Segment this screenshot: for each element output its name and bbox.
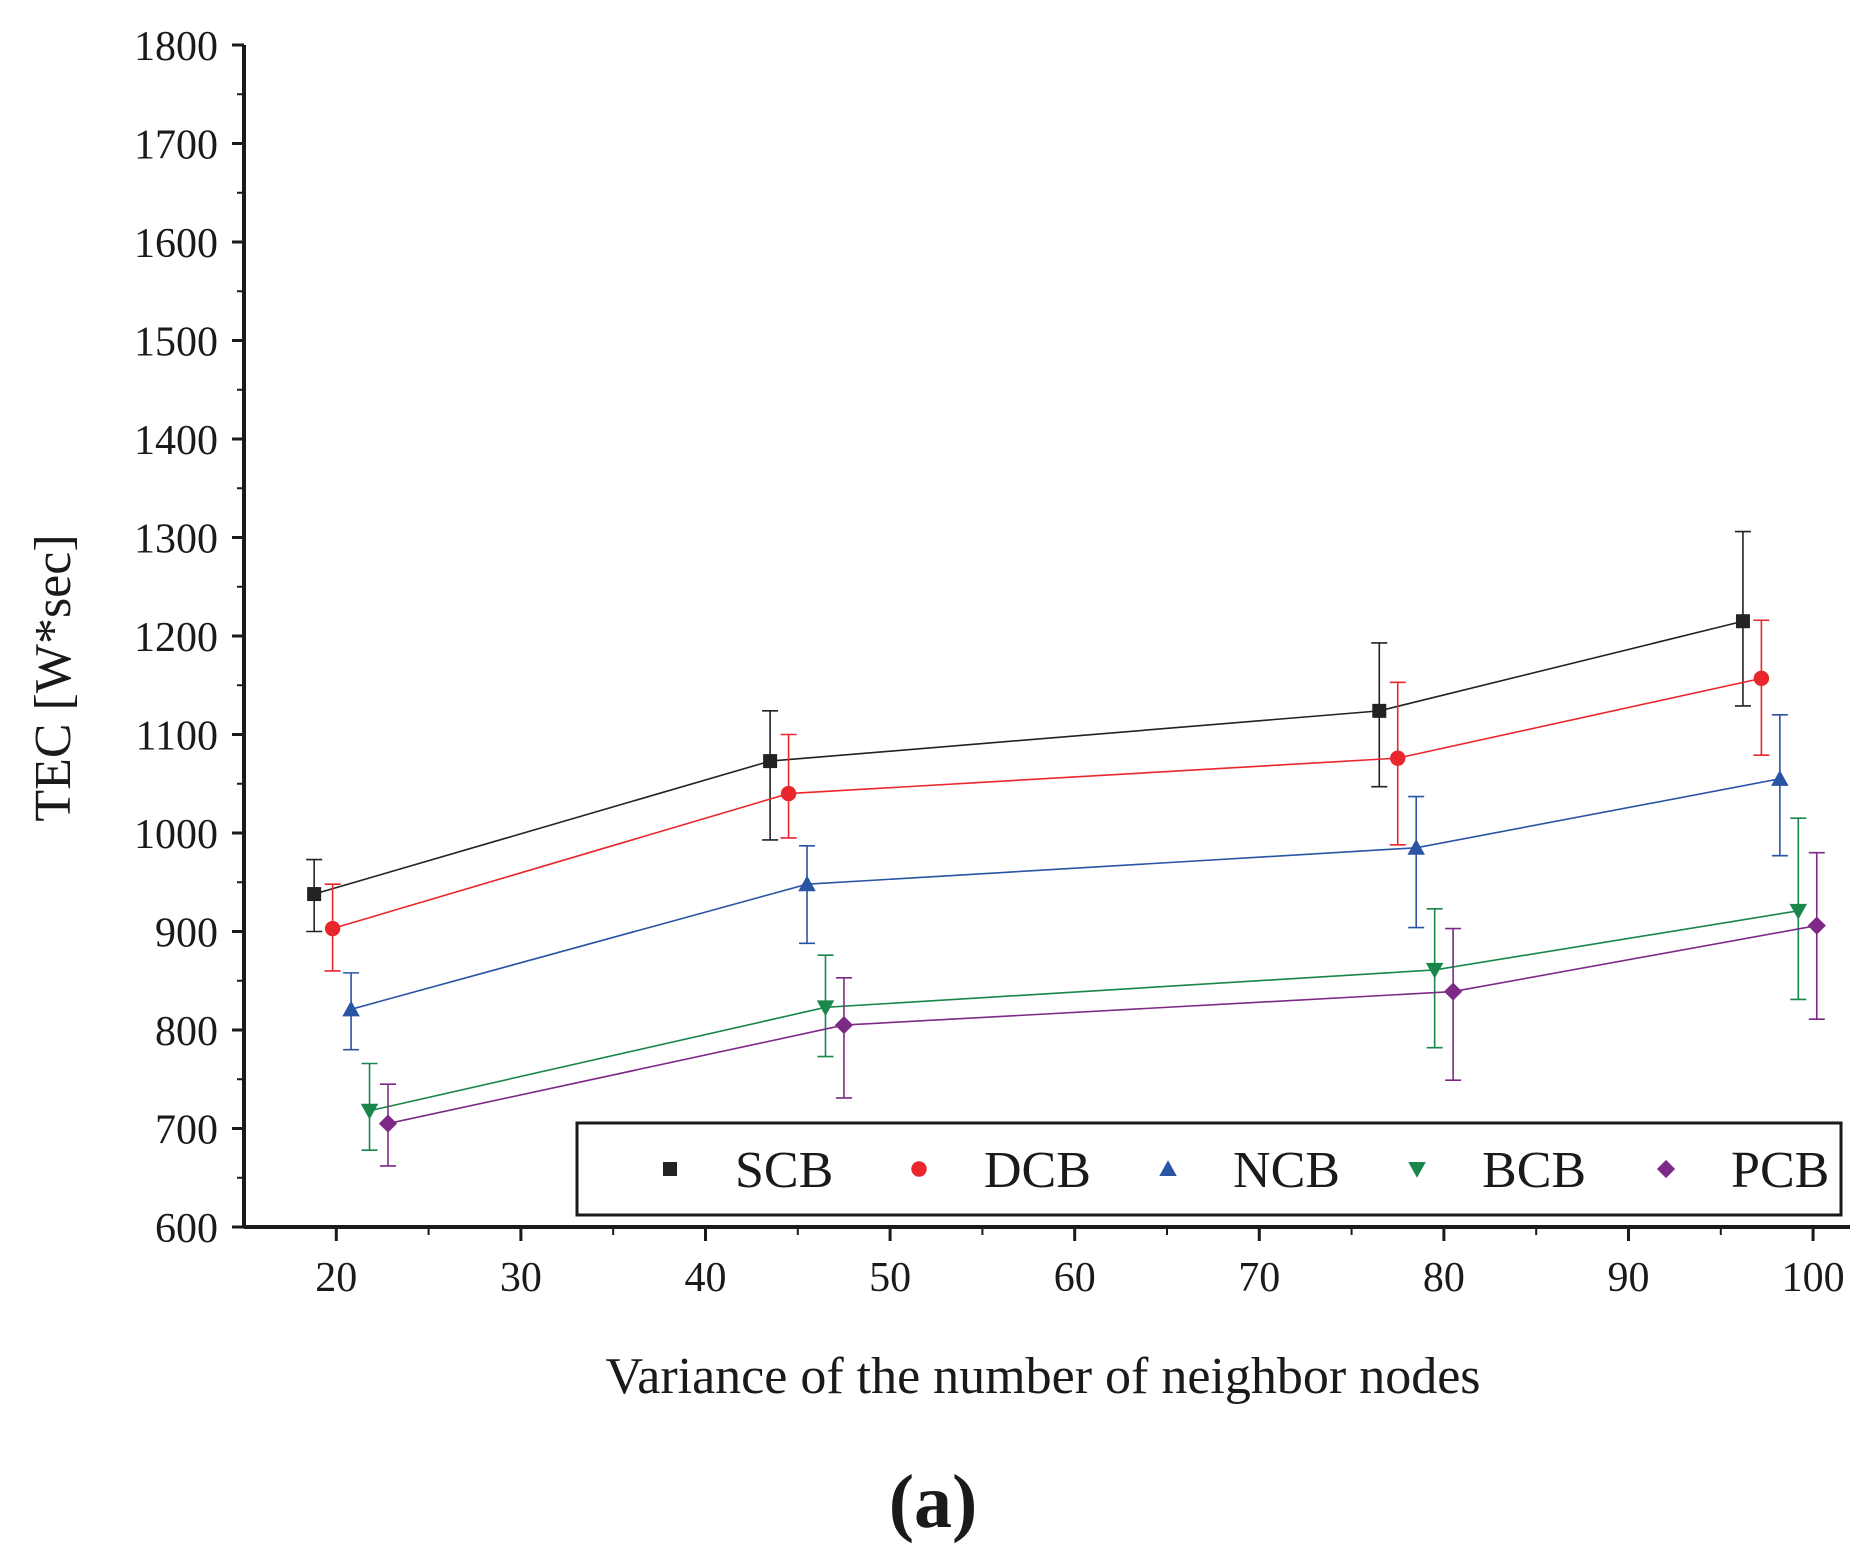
x-axis-title: Variance of the number of neighbor nodes — [605, 1348, 1480, 1405]
x-tick-label: 60 — [1054, 1255, 1096, 1301]
data-point-bcb — [816, 1000, 835, 1017]
data-point-scb — [1372, 703, 1387, 718]
y-tick-label: 1600 — [134, 221, 218, 267]
axes-layer: 600 700 800 900 1000 1100 1200 1300 1400 1500 1600… — [134, 24, 1850, 1301]
x-tick-label: 40 — [684, 1255, 726, 1301]
y-tick-label: 600 — [155, 1206, 218, 1252]
x-tick-label: 50 — [869, 1255, 911, 1301]
x-tick-label: 30 — [500, 1255, 542, 1301]
data-point-ncb — [1407, 839, 1425, 855]
legend-marker-dcb — [911, 1161, 927, 1177]
data-point-ncb — [798, 875, 816, 892]
x-tick-label: 100 — [1782, 1255, 1845, 1301]
series-line-scb — [313, 620, 1744, 895]
y-tick-label: 1000 — [134, 812, 218, 858]
data-point-bcb — [360, 1103, 379, 1120]
data-point-pcb — [1444, 982, 1463, 1001]
data-point-bcb — [1789, 903, 1808, 920]
data-point-pcb — [378, 1114, 398, 1133]
data-point-dcb — [1390, 750, 1406, 766]
x-tick-label: 80 — [1423, 1255, 1465, 1301]
series-line-ncb — [350, 778, 1781, 1011]
data-point-ncb — [1771, 770, 1789, 786]
data-point-ncb — [342, 1000, 360, 1017]
legend-label-dcb: DCB — [984, 1142, 1091, 1199]
series-dcb — [324, 619, 1770, 972]
series-bcb — [360, 817, 1808, 1151]
data-point-pcb — [1807, 916, 1826, 935]
y-tick-label: 1700 — [134, 123, 218, 169]
legend: SCB DCB NCB BCB PCB — [575, 1121, 1843, 1217]
data-point-scb — [307, 887, 322, 902]
legend-label-bcb: BCB — [1482, 1142, 1586, 1199]
legend-label-scb: SCB — [735, 1142, 833, 1199]
y-tick-label: 900 — [155, 911, 218, 957]
series-line-pcb — [387, 924, 1817, 1125]
y-tick-label: 1500 — [134, 320, 218, 366]
y-axis-title: TEC [W*sec] — [25, 534, 82, 821]
y-tick-label: 1400 — [134, 418, 218, 464]
data-point-dcb — [780, 785, 797, 802]
legend-marker-scb — [663, 1162, 677, 1176]
data-point-dcb — [1753, 670, 1770, 687]
data-point-scb — [763, 754, 778, 769]
y-tick-label: 800 — [155, 1009, 218, 1055]
legend-label-ncb: NCB — [1233, 1142, 1340, 1199]
legend-marker-bcb — [1408, 1162, 1426, 1178]
y-tick-label: 1100 — [136, 714, 218, 760]
legend-label-pcb: PCB — [1731, 1142, 1829, 1199]
x-tick-label: 90 — [1607, 1255, 1649, 1301]
series-line-bcb — [369, 910, 1799, 1112]
series-layer — [306, 530, 1826, 1167]
series-line-dcb — [332, 677, 1762, 930]
y-tick-label: 1300 — [134, 517, 218, 563]
series-pcb — [378, 851, 1826, 1167]
data-point-bcb — [1425, 962, 1444, 979]
legend-box — [575, 1121, 1843, 1217]
legend-marker-ncb — [1159, 1160, 1177, 1176]
panel-label: (a) — [889, 1460, 978, 1544]
data-point-pcb — [834, 1015, 854, 1035]
data-point-scb — [1735, 614, 1750, 629]
y-tick-label: 1200 — [134, 615, 218, 661]
series-scb — [306, 530, 1751, 933]
x-tick-label: 70 — [1238, 1255, 1280, 1301]
legend-marker-pcb — [1656, 1159, 1676, 1179]
y-tick-label: 1800 — [134, 24, 218, 70]
y-tick-label: 700 — [155, 1108, 218, 1154]
x-tick-label: 20 — [315, 1255, 357, 1301]
data-point-dcb — [324, 920, 341, 937]
series-ncb — [342, 713, 1789, 1051]
